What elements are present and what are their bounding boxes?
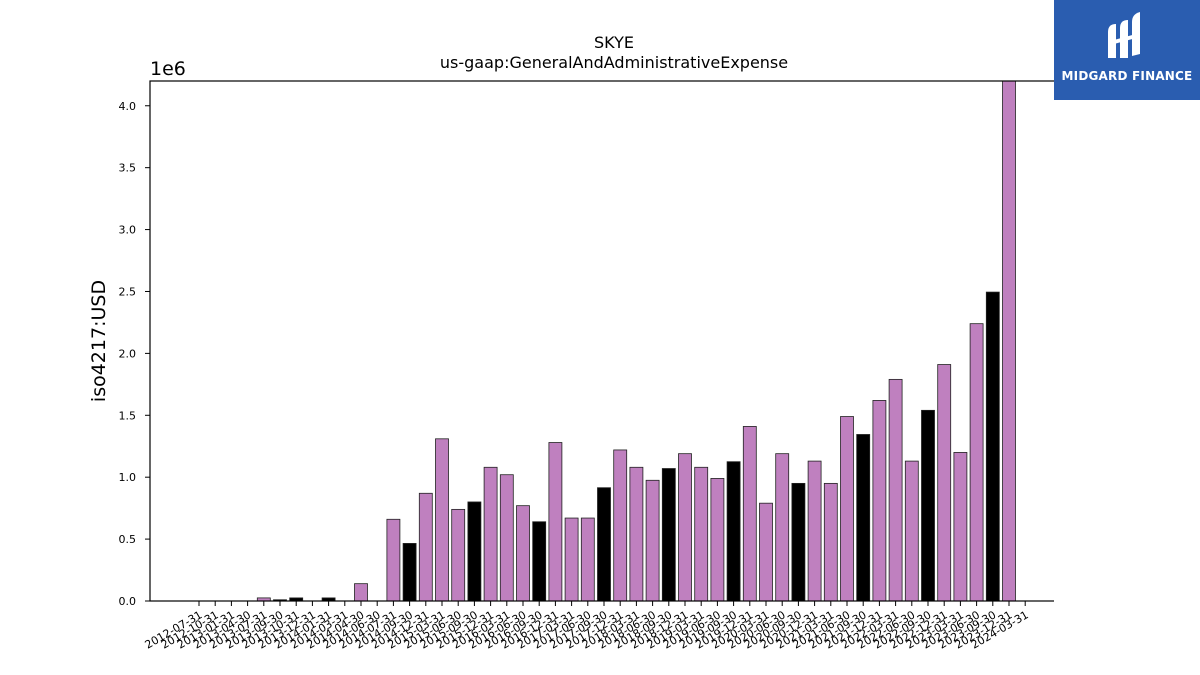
axes-frame: [149, 80, 1054, 602]
bar: [516, 505, 530, 602]
logo-text: MIDGARD FINANCE: [1061, 69, 1193, 83]
bar: [937, 364, 952, 602]
bar: [499, 474, 514, 602]
y-tick-label: 3.5: [119, 162, 137, 175]
y-tick-label: 1.5: [119, 409, 137, 422]
bar: [386, 518, 401, 602]
bar: [807, 460, 822, 602]
y-axis-label: iso4217:USD: [88, 280, 110, 402]
midgard-logo-icon: [1108, 12, 1140, 58]
bar: [678, 453, 692, 602]
bar: [613, 449, 628, 602]
bar: [597, 487, 611, 602]
bar: [402, 543, 417, 602]
bar: [953, 452, 968, 602]
chart-title: SKYE: [594, 33, 634, 52]
y-tick-label: 3.0: [119, 224, 137, 237]
bar: [645, 479, 660, 602]
bar: [548, 442, 563, 602]
bar: [532, 521, 547, 602]
bar: [354, 583, 368, 602]
bar: [564, 517, 579, 602]
bar: [759, 502, 773, 602]
midgard-finance-logo: MIDGARD FINANCE: [1054, 0, 1200, 100]
y-tick-label: 0.0: [119, 595, 137, 608]
bar: [694, 466, 709, 602]
bar: [726, 461, 741, 602]
chart-subtitle: us-gaap:GeneralAndAdministrativeExpense: [440, 53, 788, 72]
bar: [872, 400, 887, 602]
bar: [969, 323, 984, 602]
bar: [1002, 80, 1016, 602]
bar: [791, 482, 806, 602]
bar: [888, 378, 903, 602]
y-tick-label: 0.5: [119, 533, 137, 546]
bar: [921, 409, 935, 602]
y-tick-label: 1.0: [119, 471, 137, 484]
bar: [904, 460, 919, 602]
bar: [840, 416, 854, 602]
bar: [580, 517, 595, 602]
y-tick-label: 2.5: [119, 285, 137, 298]
bar: [661, 468, 676, 602]
bar: [629, 466, 644, 602]
bar-chart: SKYE us-gaap:GeneralAndAdministrativeExp…: [88, 33, 1054, 652]
y-tick-label: 2.0: [119, 347, 137, 360]
y-multiplier-label: 1e6: [150, 58, 186, 80]
bar: [742, 426, 757, 602]
bar: [985, 291, 1000, 602]
y-tick-label: 4.0: [119, 100, 137, 113]
bar: [435, 438, 449, 602]
bar: [418, 492, 433, 602]
bar: [823, 482, 838, 602]
plot-area: 0.00.51.01.52.02.53.03.54.02012-07-31201…: [119, 80, 1054, 652]
bar: [467, 501, 482, 602]
bar: [451, 508, 466, 602]
bar: [483, 466, 498, 602]
bar: [856, 434, 871, 602]
bar: [775, 453, 790, 602]
bar: [710, 478, 725, 602]
